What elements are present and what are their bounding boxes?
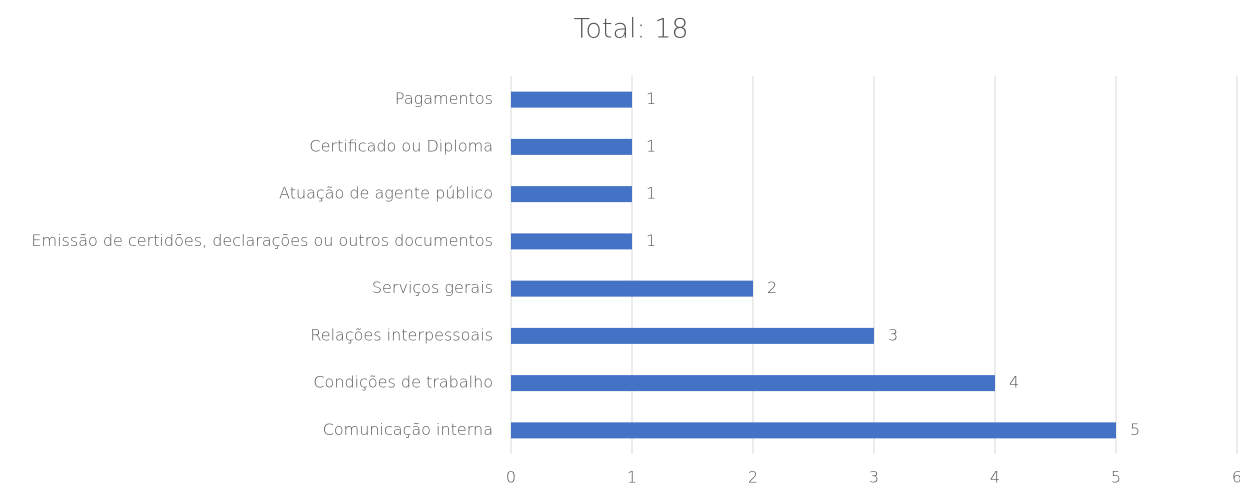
data-label: 1 [646,136,656,155]
data-label: 3 [888,325,898,344]
bar [511,186,632,203]
y-tick-label: Emissão de certidões, declarações ou out… [31,231,493,250]
bar [511,280,753,297]
data-label: 1 [646,184,656,203]
bar [511,233,632,250]
bar [511,91,632,108]
bar [511,138,632,155]
data-label: 4 [1009,373,1019,392]
data-label: 1 [646,89,656,108]
data-label: 5 [1130,420,1140,439]
x-tick-label: 2 [748,468,758,486]
x-tick-label: 3 [869,468,879,486]
y-tick-label: Certificado ou Diploma [309,136,493,155]
x-tick-label: 0 [506,468,516,486]
bar [511,375,995,392]
y-tick-label: Relações interpessoais [310,325,493,344]
chart-title: Total: 18 [573,14,688,45]
x-tick-label: 1 [627,468,637,486]
y-tick-label: Comunicação interna [323,420,493,439]
x-tick-label: 5 [1111,468,1121,486]
bar [511,422,1116,439]
y-tick-label: Atuação de agente público [279,184,493,203]
y-tick-label: Pagamentos [395,89,493,108]
data-label: 1 [646,231,656,250]
y-tick-label: Serviços gerais [372,278,493,297]
x-tick-label: 4 [990,468,1000,486]
x-tick-label: 6 [1232,468,1240,486]
bar [511,327,874,344]
data-label: 2 [767,278,777,297]
y-tick-label: Condições de trabalho [313,373,493,392]
